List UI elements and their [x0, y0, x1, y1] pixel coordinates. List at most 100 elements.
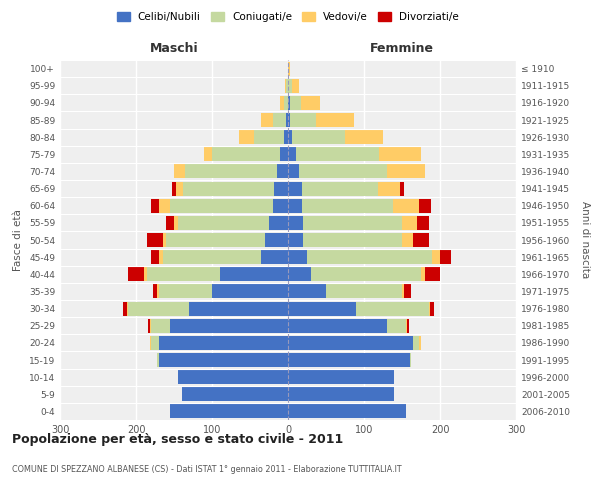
Bar [159, 198, 170, 212]
Bar [254, 130, 284, 144]
Bar [286, 78, 288, 92]
Bar [274, 182, 288, 196]
Text: Maschi: Maschi [149, 42, 199, 55]
Bar [406, 318, 407, 332]
Bar [280, 148, 288, 162]
Text: Femmine: Femmine [370, 42, 434, 55]
Bar [288, 353, 410, 367]
Bar [159, 284, 212, 298]
Bar [151, 318, 170, 332]
Bar [326, 284, 402, 298]
Bar [262, 113, 273, 127]
Text: COMUNE DI SPEZZANO ALBANESE (CS) - Dati ISTAT 1° gennaio 2011 - Elaborazione TUT: COMUNE DI SPEZZANO ALBANESE (CS) - Dati … [12, 466, 401, 474]
Bar [148, 233, 163, 247]
Bar [292, 130, 345, 144]
Bar [212, 148, 280, 162]
Bar [428, 302, 430, 316]
Bar [262, 250, 288, 264]
Bar [170, 198, 273, 212]
Bar [288, 78, 292, 92]
Bar [311, 268, 421, 281]
Legend: Celibi/Nubili, Coniugati/e, Vedovi/e, Divorziati/e: Celibi/Nubili, Coniugati/e, Vedovi/e, Di… [113, 8, 463, 26]
Bar [288, 388, 394, 402]
Bar [377, 182, 400, 196]
Bar [176, 182, 183, 196]
Bar [430, 302, 434, 316]
Bar [419, 198, 431, 212]
Bar [265, 233, 288, 247]
Bar [288, 62, 290, 76]
Bar [290, 96, 301, 110]
Bar [151, 198, 159, 212]
Bar [128, 302, 189, 316]
Bar [419, 336, 421, 350]
Bar [402, 284, 404, 298]
Bar [413, 233, 428, 247]
Bar [288, 404, 406, 418]
Bar [288, 268, 311, 281]
Bar [269, 216, 288, 230]
Bar [345, 130, 383, 144]
Bar [284, 96, 288, 110]
Bar [288, 96, 290, 110]
Bar [157, 284, 159, 298]
Bar [284, 130, 288, 144]
Bar [285, 78, 286, 92]
Bar [292, 78, 299, 92]
Bar [407, 318, 409, 332]
Bar [149, 336, 151, 350]
Bar [296, 148, 379, 162]
Y-axis label: Anni di nascita: Anni di nascita [580, 202, 590, 278]
Bar [159, 353, 288, 367]
Bar [387, 164, 425, 178]
Bar [402, 216, 417, 230]
Bar [288, 130, 292, 144]
Bar [143, 268, 148, 281]
Bar [148, 318, 149, 332]
Bar [410, 353, 411, 367]
Bar [174, 216, 178, 230]
Bar [151, 250, 159, 264]
Bar [127, 302, 128, 316]
Bar [303, 233, 402, 247]
Bar [163, 233, 166, 247]
Bar [302, 182, 377, 196]
Bar [288, 216, 303, 230]
Bar [288, 318, 387, 332]
Bar [417, 216, 428, 230]
Bar [288, 336, 413, 350]
Bar [288, 284, 326, 298]
Bar [400, 182, 404, 196]
Bar [440, 250, 451, 264]
Bar [178, 216, 269, 230]
Bar [212, 284, 288, 298]
Bar [183, 182, 274, 196]
Bar [288, 250, 307, 264]
Bar [387, 318, 406, 332]
Bar [205, 148, 212, 162]
Bar [170, 404, 288, 418]
Bar [185, 164, 277, 178]
Bar [149, 318, 151, 332]
Bar [172, 182, 176, 196]
Bar [159, 336, 288, 350]
Bar [299, 164, 387, 178]
Bar [163, 250, 262, 264]
Bar [170, 318, 288, 332]
Bar [157, 353, 159, 367]
Bar [277, 164, 288, 178]
Bar [379, 148, 421, 162]
Bar [286, 113, 288, 127]
Bar [404, 284, 411, 298]
Text: Popolazione per età, sesso e stato civile - 2011: Popolazione per età, sesso e stato civil… [12, 432, 343, 446]
Bar [166, 233, 265, 247]
Bar [280, 96, 284, 110]
Bar [182, 388, 288, 402]
Bar [288, 198, 302, 212]
Bar [421, 268, 425, 281]
Bar [288, 370, 394, 384]
Bar [166, 216, 174, 230]
Bar [273, 113, 286, 127]
Bar [393, 198, 419, 212]
Bar [220, 268, 288, 281]
